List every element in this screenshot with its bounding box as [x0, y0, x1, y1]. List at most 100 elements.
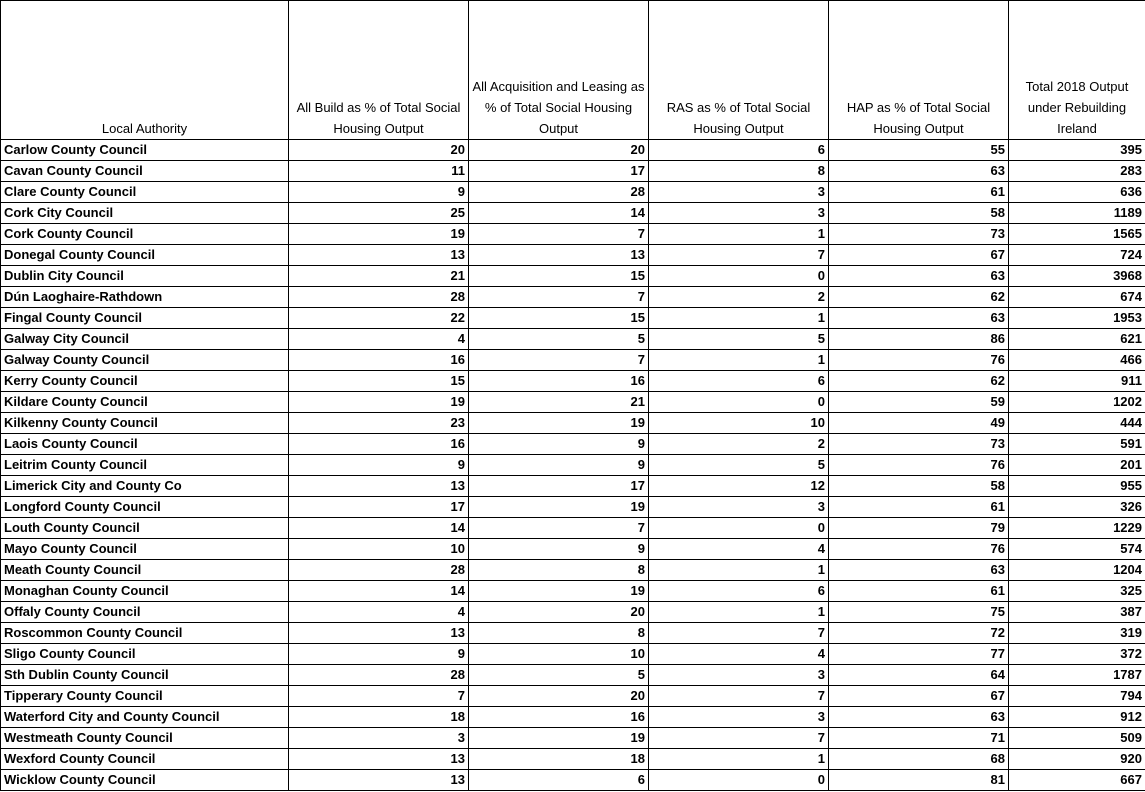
table-body: Carlow County Council 20 20 6 55 395 Cavan Cou…: [0, 139, 1145, 791]
value-cell: 8: [468, 622, 649, 644]
value-cell: 0: [648, 391, 829, 413]
authority-cell: Donegal County Council: [0, 244, 289, 266]
value-cell: 77: [828, 643, 1009, 665]
value-cell: 20: [468, 601, 649, 623]
value-cell: 58: [828, 475, 1009, 497]
value-cell: 63: [828, 307, 1009, 329]
value-cell: 6: [648, 139, 829, 161]
value-cell: 8: [468, 559, 649, 581]
value-cell: 2: [648, 433, 829, 455]
header-row: Local Authority All Build as % of Total S…: [0, 0, 1145, 140]
value-cell: 7: [288, 685, 469, 707]
authority-cell: Meath County Council: [0, 559, 289, 581]
table-row: Leitrim County Council 9 9 5 76 201: [0, 454, 1145, 476]
column-header: HAP as % of Total Social Housing Output: [828, 0, 1009, 140]
value-cell: 19: [468, 412, 649, 434]
value-cell: 7: [468, 349, 649, 371]
table-row: Cavan County Council 11 17 8 63 283: [0, 160, 1145, 182]
value-cell: 17: [288, 496, 469, 518]
table-row: Cork City Council 25 14 3 58 1189: [0, 202, 1145, 224]
column-header: Total 2018 Output under Rebuilding Irela…: [1008, 0, 1145, 140]
value-cell: 75: [828, 601, 1009, 623]
value-cell: 76: [828, 538, 1009, 560]
value-cell: 3: [648, 181, 829, 203]
value-cell: 13: [288, 475, 469, 497]
value-cell: 326: [1008, 496, 1145, 518]
authority-cell: Kerry County Council: [0, 370, 289, 392]
value-cell: 18: [288, 706, 469, 728]
value-cell: 912: [1008, 706, 1145, 728]
value-cell: 3: [648, 664, 829, 686]
value-cell: 4: [648, 538, 829, 560]
value-cell: 201: [1008, 454, 1145, 476]
value-cell: 9: [288, 454, 469, 476]
authority-cell: Sligo County Council: [0, 643, 289, 665]
value-cell: 667: [1008, 769, 1145, 791]
value-cell: 49: [828, 412, 1009, 434]
value-cell: 387: [1008, 601, 1145, 623]
authority-cell: Offaly County Council: [0, 601, 289, 623]
value-cell: 1: [648, 601, 829, 623]
value-cell: 9: [468, 433, 649, 455]
value-cell: 920: [1008, 748, 1145, 770]
value-cell: 10: [648, 412, 829, 434]
value-cell: 59: [828, 391, 1009, 413]
value-cell: 79: [828, 517, 1009, 539]
authority-cell: Wexford County Council: [0, 748, 289, 770]
value-cell: 15: [288, 370, 469, 392]
value-cell: 8: [648, 160, 829, 182]
value-cell: 7: [648, 622, 829, 644]
value-cell: 17: [468, 475, 649, 497]
table-row: Offaly County Council 4 20 1 75 387: [0, 601, 1145, 623]
authority-cell: Cork City Council: [0, 202, 289, 224]
authority-cell: Wicklow County Council: [0, 769, 289, 791]
value-cell: 1: [648, 748, 829, 770]
value-cell: 4: [648, 643, 829, 665]
value-cell: 55: [828, 139, 1009, 161]
value-cell: 3: [648, 496, 829, 518]
authority-cell: Laois County Council: [0, 433, 289, 455]
table-row: Waterford City and County Council 18 16 3 63…: [0, 706, 1145, 728]
value-cell: 1229: [1008, 517, 1145, 539]
value-cell: 61: [828, 181, 1009, 203]
authority-cell: Dublin City Council: [0, 265, 289, 287]
value-cell: 28: [288, 664, 469, 686]
column-header: All Build as % of Total Social Housing O…: [288, 0, 469, 140]
authority-cell: Kildare County Council: [0, 391, 289, 413]
authority-cell: Galway County Council: [0, 349, 289, 371]
table-row: Kilkenny County Council 23 19 10 49 444: [0, 412, 1145, 434]
value-cell: 13: [288, 622, 469, 644]
value-cell: 319: [1008, 622, 1145, 644]
value-cell: 1: [648, 559, 829, 581]
value-cell: 1953: [1008, 307, 1145, 329]
authority-cell: Dún Laoghaire-Rathdown: [0, 286, 289, 308]
table-row: Dún Laoghaire-Rathdown 28 7 2 62 674: [0, 286, 1145, 308]
value-cell: 62: [828, 286, 1009, 308]
table-row: Fingal County Council 22 15 1 63 1953: [0, 307, 1145, 329]
value-cell: 7: [468, 286, 649, 308]
value-cell: 16: [288, 433, 469, 455]
table-row: Clare County Council 9 28 3 61 636: [0, 181, 1145, 203]
table-row: Sth Dublin County Council 28 5 3 64 1787: [0, 664, 1145, 686]
value-cell: 0: [648, 265, 829, 287]
authority-cell: Limerick City and County Co: [0, 475, 289, 497]
table-row: Westmeath County Council 3 19 7 71 509: [0, 727, 1145, 749]
value-cell: 13: [288, 769, 469, 791]
value-cell: 28: [468, 181, 649, 203]
value-cell: 20: [288, 139, 469, 161]
value-cell: 19: [288, 391, 469, 413]
value-cell: 19: [288, 223, 469, 245]
value-cell: 73: [828, 223, 1009, 245]
value-cell: 1204: [1008, 559, 1145, 581]
value-cell: 9: [288, 643, 469, 665]
value-cell: 911: [1008, 370, 1145, 392]
value-cell: 7: [648, 685, 829, 707]
table-row: Meath County Council 28 8 1 63 1204: [0, 559, 1145, 581]
value-cell: 13: [288, 748, 469, 770]
value-cell: 6: [468, 769, 649, 791]
value-cell: 58: [828, 202, 1009, 224]
value-cell: 4: [288, 601, 469, 623]
value-cell: 63: [828, 706, 1009, 728]
value-cell: 61: [828, 580, 1009, 602]
authority-cell: Clare County Council: [0, 181, 289, 203]
